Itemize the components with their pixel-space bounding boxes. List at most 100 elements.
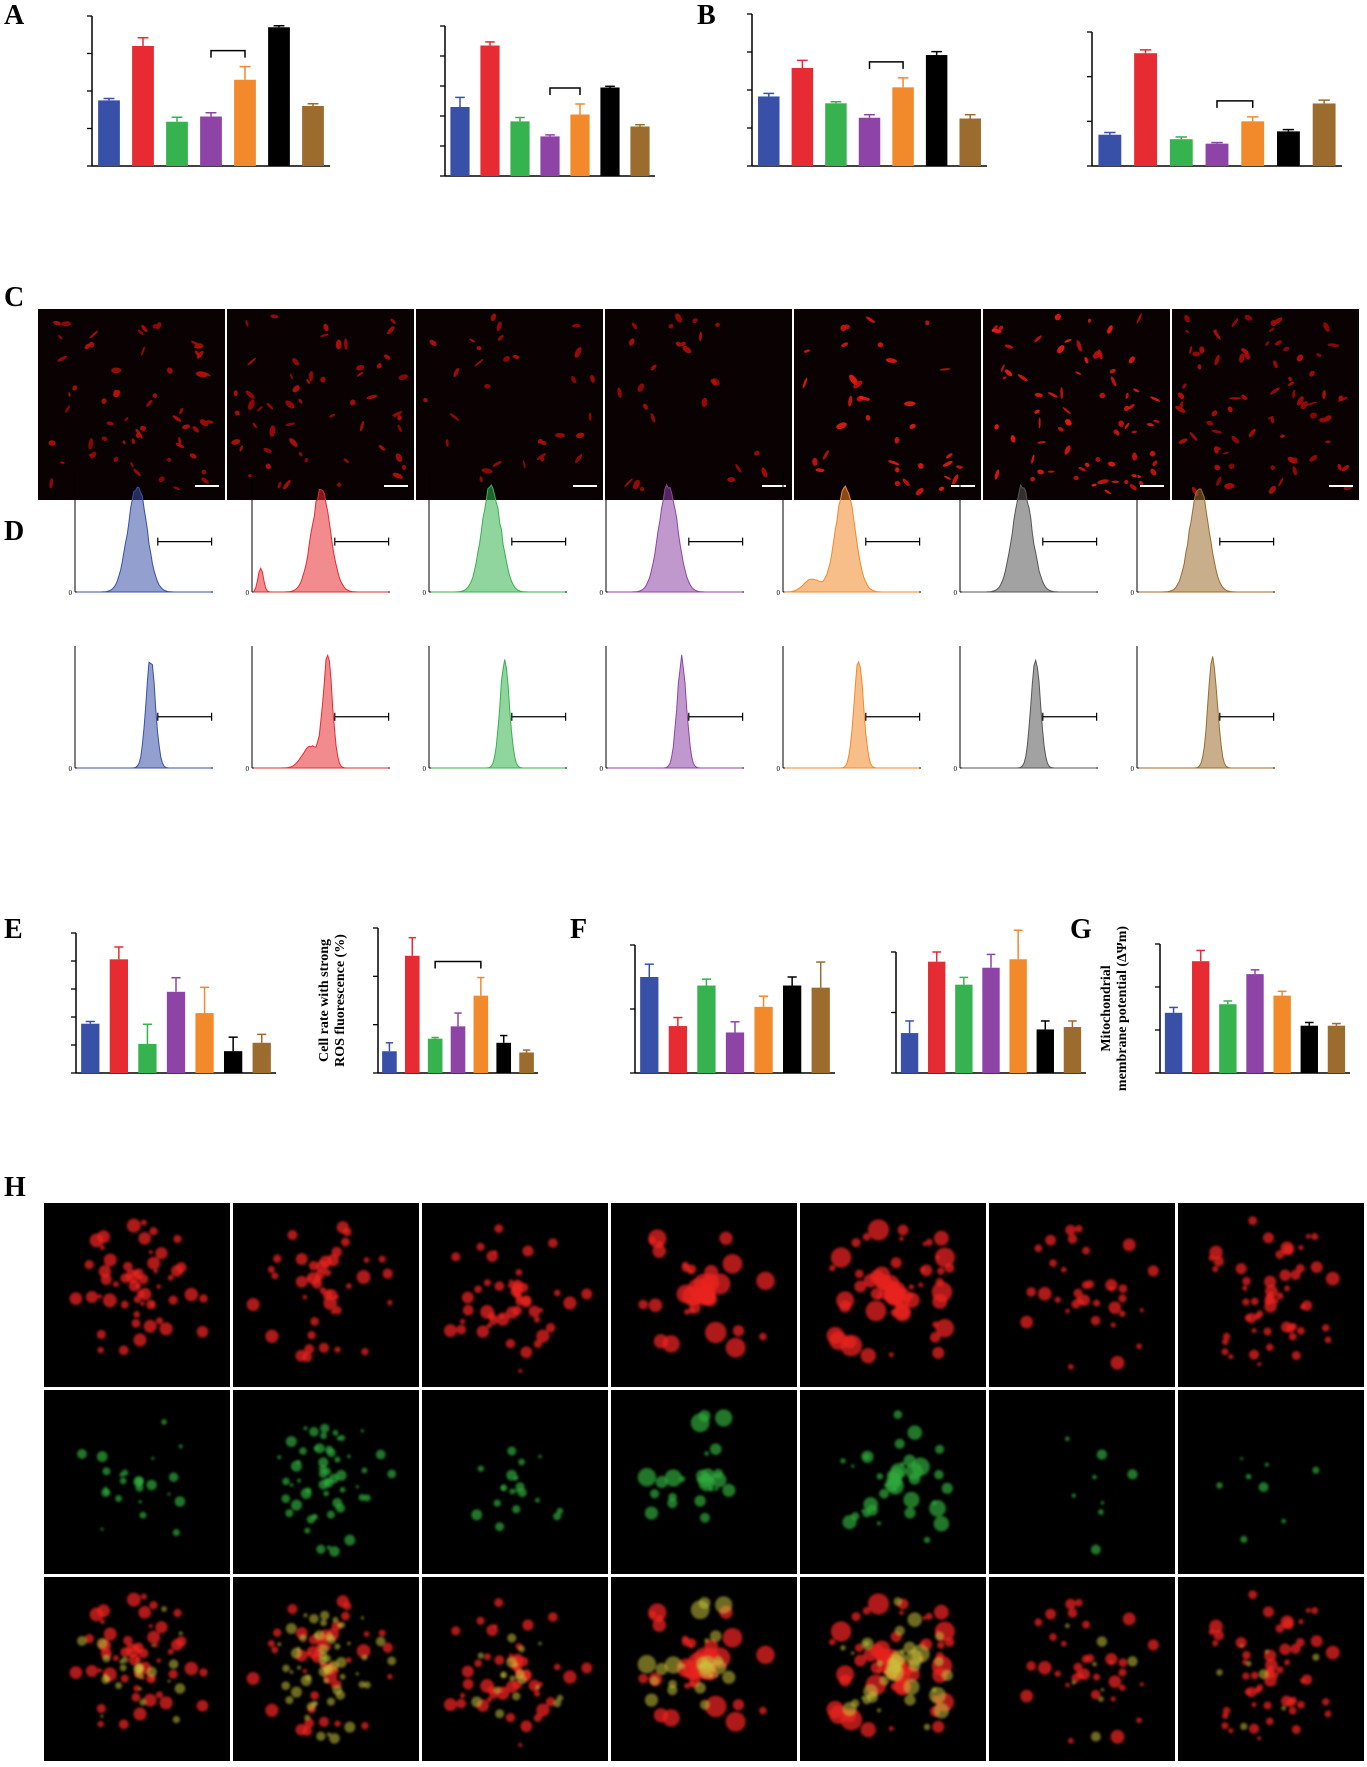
mitochondria-aggregate — [1222, 1338, 1229, 1346]
mitochondria-monomer — [137, 1478, 144, 1485]
cell — [101, 436, 108, 441]
cell — [917, 463, 924, 469]
mitochondria-monomer — [495, 1522, 505, 1532]
cell — [1274, 340, 1282, 346]
cell — [1150, 396, 1161, 402]
mitochondria-aggregate — [1281, 1321, 1293, 1333]
jc1-image — [1178, 1203, 1364, 1387]
mitochondria-monomer — [714, 1673, 719, 1678]
mitochondria-aggregate — [494, 1598, 504, 1608]
bar-chart-3 — [1087, 31, 1342, 167]
mitochondria-aggregate — [131, 1318, 141, 1328]
cell — [392, 472, 403, 479]
mitochondria-aggregate — [1110, 1696, 1116, 1702]
mitochondria-monomer — [360, 1429, 365, 1433]
mitochondria-aggregate — [153, 1642, 159, 1648]
cell — [1278, 477, 1284, 487]
mitochondria-aggregate — [1288, 1706, 1297, 1715]
image-background — [605, 309, 792, 500]
mitochondria-aggregate — [1208, 1629, 1215, 1635]
mitochondria-monomer — [667, 1684, 678, 1696]
cell — [1000, 364, 1005, 372]
mitochondria-aggregate — [1262, 1232, 1274, 1244]
jc1-image — [800, 1390, 986, 1574]
mitochondria-monomer — [115, 1495, 123, 1503]
mitochondria-monomer — [299, 1447, 307, 1455]
bar — [928, 961, 946, 1073]
mitochondria-aggregate — [171, 1264, 184, 1277]
mitochondria-aggregate — [1026, 1287, 1036, 1297]
jc1-image — [233, 1577, 419, 1761]
mitochondria-aggregate — [295, 1253, 308, 1266]
mitochondria-aggregate — [1020, 1689, 1034, 1703]
cell — [1004, 369, 1013, 377]
y-min-label: 0 — [600, 589, 604, 597]
flow-histogram-plot: 0 — [246, 472, 390, 597]
mitochondria-aggregate — [700, 1289, 716, 1305]
mitochondria-aggregate — [681, 1635, 689, 1643]
mitochondria-aggregate — [342, 1601, 352, 1611]
cell — [1229, 397, 1241, 400]
mitochondria-monomer — [667, 1497, 678, 1509]
comparison-bracket — [210, 49, 246, 58]
cell — [1010, 435, 1016, 443]
bar — [98, 100, 120, 166]
mitochondria-aggregate — [1110, 1729, 1125, 1744]
mitochondria-aggregate — [1296, 1326, 1305, 1335]
mitochondria-aggregate — [273, 1628, 282, 1637]
cell — [1231, 318, 1239, 328]
mitochondria-aggregate — [387, 1673, 393, 1680]
mitochondria-aggregate — [1235, 1637, 1247, 1649]
cell — [356, 365, 365, 371]
cell — [1231, 435, 1239, 444]
cell — [925, 320, 930, 326]
mitochondria-aggregate — [1054, 1670, 1061, 1677]
cell — [650, 413, 656, 423]
mitochondria-monomer — [637, 1468, 657, 1487]
mitochondria-aggregate — [246, 1297, 260, 1312]
mitochondria-aggregate — [131, 1692, 141, 1702]
cell — [239, 445, 243, 452]
cell — [199, 419, 209, 427]
mitochondria-monomer — [387, 1656, 397, 1666]
mitochondria-monomer — [309, 1426, 319, 1437]
cell — [65, 405, 71, 413]
mitochondria-monomer — [103, 1673, 108, 1678]
mitochondria-aggregate — [326, 1289, 338, 1301]
red-signal — [1208, 1216, 1340, 1367]
mitochondria-monomer — [296, 1459, 301, 1465]
mitochondria-aggregate — [295, 1275, 308, 1288]
mitochondria-aggregate — [184, 1661, 199, 1676]
cell — [1107, 325, 1113, 334]
mitochondria-monomer — [1100, 1687, 1105, 1692]
cell — [952, 474, 959, 485]
mitochondria-monomer — [326, 1545, 332, 1550]
comparison-bracket — [549, 87, 581, 95]
cell — [247, 357, 257, 366]
mitochondria-monomer — [285, 1436, 297, 1448]
red-signal — [246, 1221, 393, 1363]
mitochondria-aggregate — [306, 1271, 320, 1285]
cell — [206, 420, 214, 424]
cell — [1064, 338, 1072, 343]
mitochondria-aggregate — [1279, 1643, 1291, 1656]
mitochondria-aggregate — [860, 1721, 876, 1738]
cell — [445, 439, 449, 447]
mitochondria-aggregate — [97, 1668, 103, 1673]
mitochondria-aggregate — [1275, 1624, 1285, 1633]
cell — [308, 370, 314, 382]
mitochondria-monomer — [1065, 1623, 1070, 1629]
mitochondria-aggregate — [689, 1302, 701, 1314]
mitochondria-monomer — [713, 1655, 724, 1666]
mitochondria-monomer — [335, 1657, 347, 1668]
mitochondria-aggregate — [156, 1284, 162, 1289]
mitochondria-aggregate — [246, 1671, 260, 1686]
mitochondria-monomer — [851, 1512, 860, 1521]
mitochondria-monomer — [361, 1467, 368, 1474]
cell — [555, 432, 565, 438]
pi-image — [605, 309, 792, 500]
mitochondria-aggregate — [505, 1306, 519, 1319]
cell — [522, 460, 526, 469]
mitochondria-monomer — [167, 1492, 171, 1496]
mitochondria-monomer — [935, 1444, 945, 1454]
